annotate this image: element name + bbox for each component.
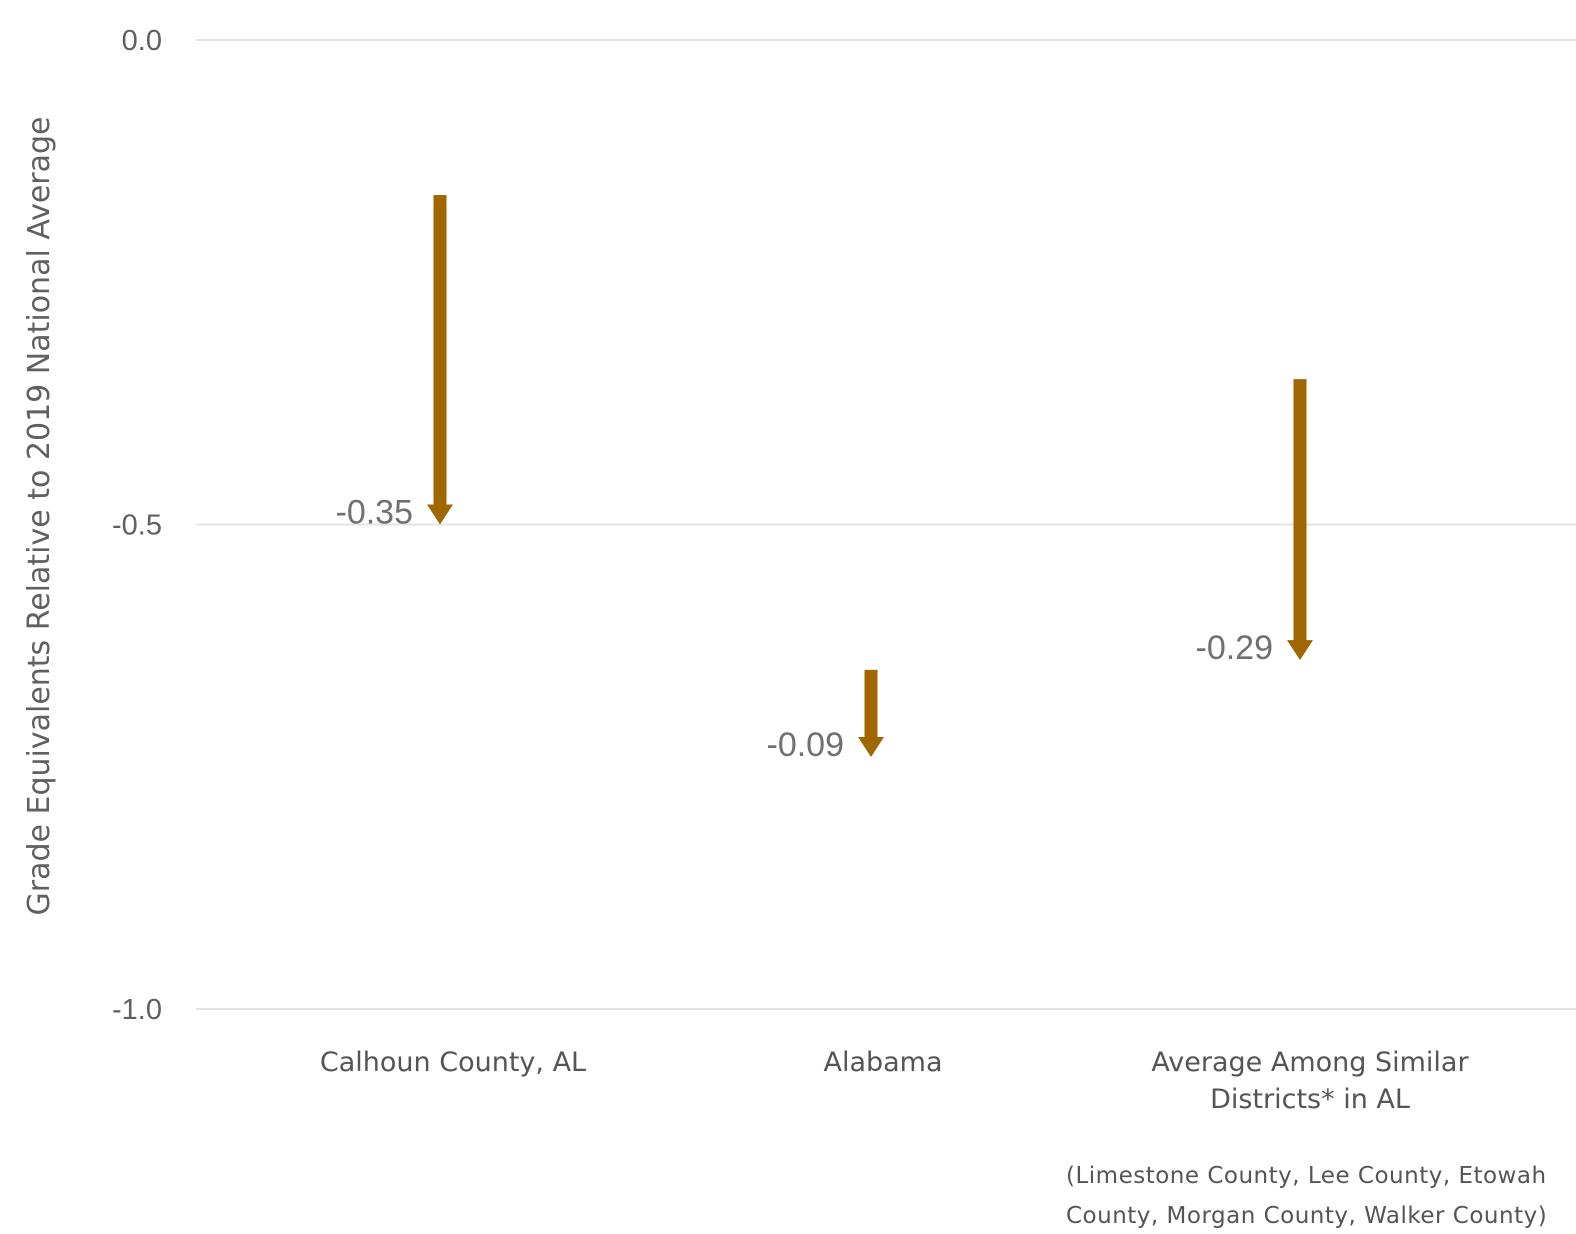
y-tick-label: 0.0 [122, 25, 162, 57]
category-label: Average Among Similar [1151, 1047, 1469, 1078]
category-label: Alabama [823, 1047, 942, 1078]
change-arrow [858, 669, 884, 758]
change-labels: -0.35 -0.09 -0.29 [336, 494, 1274, 765]
arrow-head [427, 504, 453, 525]
arrow-head [858, 737, 884, 758]
arrow-head [1287, 640, 1313, 661]
y-tick-label: -1.0 [112, 994, 162, 1026]
y-axis-ticks: 0.0 -0.5 -1.0 [112, 25, 162, 1026]
arrow-shaft [433, 195, 447, 506]
footnote-line: (Limestone County, Lee County, Etowah [1066, 1163, 1547, 1189]
gridlines [196, 39, 1576, 1010]
change-arrow [427, 195, 453, 525]
category-label: Calhoun County, AL [320, 1047, 586, 1078]
x-axis-categories: Calhoun County, AL Alabama Average Among S… [320, 1047, 1470, 1115]
y-axis-title: Grade Equivalents Relative to 2019 Natio… [22, 116, 57, 915]
arrow-shaft [864, 669, 878, 739]
change-arrow [1287, 379, 1313, 661]
change-label: -0.09 [767, 726, 845, 764]
arrows [427, 195, 1313, 758]
y-tick-label: -0.5 [112, 510, 162, 542]
arrow-shaft [1293, 379, 1307, 642]
category-label: Districts* in AL [1210, 1084, 1410, 1115]
change-label: -0.29 [1196, 629, 1274, 667]
change-label: -0.35 [336, 494, 414, 532]
footnote: (Limestone County, Lee County, Etowah Cou… [1066, 1163, 1547, 1229]
footnote-line: County, Morgan County, Walker County) [1066, 1203, 1547, 1229]
